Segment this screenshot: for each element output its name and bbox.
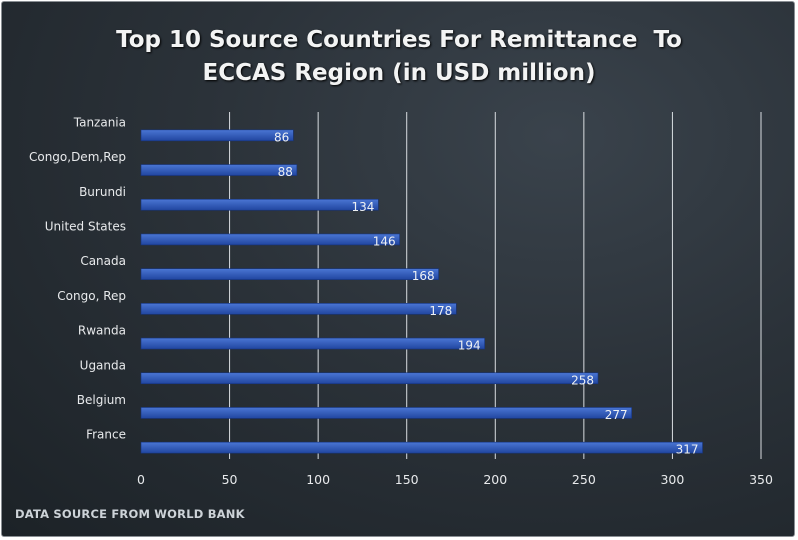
- category-label: Uganda: [80, 358, 126, 372]
- bar: [140, 303, 457, 315]
- bar: [140, 198, 379, 211]
- category-label: Canada: [80, 254, 126, 268]
- category-label: Tanzania: [73, 115, 126, 129]
- data-label: 258: [571, 373, 594, 387]
- data-labels: 86 88 134 146 168 178 194 258 277 317: [274, 130, 698, 456]
- data-label: 277: [605, 408, 628, 422]
- bar: [140, 407, 632, 419]
- category-label: Rwanda: [78, 324, 126, 338]
- x-tick-label: 200: [483, 472, 507, 487]
- gridlines: [229, 112, 762, 459]
- category-label: France: [86, 428, 126, 442]
- bar: [140, 337, 485, 350]
- data-label: 146: [373, 234, 396, 248]
- bars: [140, 129, 703, 454]
- bar: [140, 129, 294, 142]
- data-label: 194: [458, 339, 481, 353]
- x-tick-label: 300: [660, 472, 684, 487]
- data-label: 168: [412, 269, 435, 283]
- category-labels: Tanzania Congo,Dem,Rep Burundi United State…: [29, 115, 126, 441]
- data-label: 178: [429, 304, 452, 318]
- bar: [140, 164, 298, 176]
- category-label: Congo, Rep: [57, 289, 126, 303]
- category-label: Burundi: [79, 185, 126, 199]
- data-source-note: DATA SOURCE FROM WORLD BANK: [15, 507, 245, 521]
- category-label: Belgium: [77, 393, 126, 407]
- category-label: Congo,Dem,Rep: [29, 150, 126, 164]
- category-label: United States: [45, 219, 126, 233]
- bar: [140, 233, 400, 246]
- chart-title-line-1: Top 10 Source Countries For Remittance T…: [116, 27, 682, 53]
- x-tick-label: 100: [306, 472, 330, 487]
- x-tick-label: 350: [749, 472, 773, 487]
- bar: [140, 372, 599, 385]
- chart-title: Top 10 Source Countries For Remittance T…: [2, 24, 794, 90]
- x-tick-label: 250: [572, 472, 596, 487]
- x-tick-label: 50: [222, 472, 238, 487]
- data-label: 86: [274, 130, 289, 144]
- x-tick-label: 150: [395, 472, 419, 487]
- data-label: 88: [278, 165, 293, 179]
- bar: [140, 441, 703, 454]
- chart-title-line-2: ECCAS Region (in USD million): [202, 60, 596, 86]
- data-label: 134: [351, 200, 374, 214]
- bar: [140, 268, 439, 280]
- x-tick-label: 0: [137, 472, 145, 487]
- data-label: 317: [676, 443, 699, 457]
- x-axis-ticks: 0 50 100 150 200 250 300 350: [137, 472, 773, 487]
